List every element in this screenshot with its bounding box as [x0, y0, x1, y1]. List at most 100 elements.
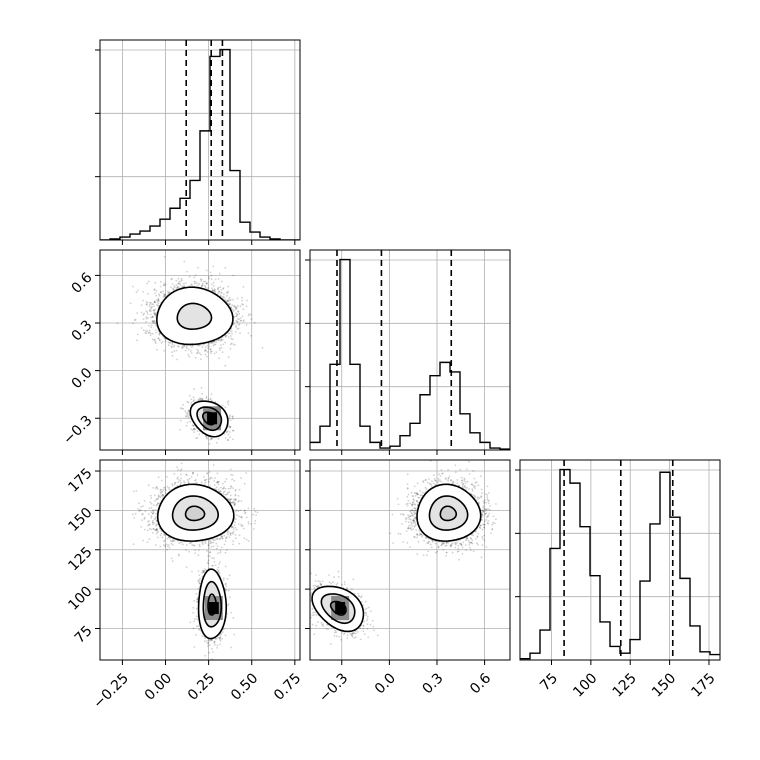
- scatter-point: [238, 499, 240, 502]
- scatter-point: [208, 480, 211, 483]
- scatter-point: [485, 501, 488, 504]
- scatter-point: [195, 437, 198, 440]
- scatter-point: [364, 600, 367, 603]
- scatter-point: [484, 508, 486, 511]
- scatter-panel-0-2: [95, 459, 301, 665]
- scatter-point: [160, 479, 163, 482]
- scatter-point: [241, 299, 243, 302]
- scatter-point: [485, 518, 488, 521]
- scatter-point: [428, 478, 430, 480]
- scatter-point: [470, 483, 473, 486]
- scatter-point: [225, 291, 228, 294]
- scatter-point: [431, 540, 434, 543]
- scatter-point: [186, 478, 189, 481]
- scatter-point: [411, 514, 414, 516]
- scatter-point: [337, 570, 340, 573]
- xtick-label-p2: 75: [537, 670, 561, 694]
- scatter-point: [140, 509, 142, 512]
- scatter-point: [330, 582, 333, 585]
- scatter-point: [217, 278, 220, 280]
- scatter-point: [153, 300, 156, 303]
- scatter-point: [157, 494, 160, 496]
- scatter-point: [213, 640, 216, 643]
- scatter-point: [415, 523, 417, 526]
- scatter-point: [406, 495, 409, 498]
- scatter-point: [232, 322, 235, 325]
- scatter-point: [301, 585, 303, 587]
- scatter-point: [341, 583, 343, 586]
- scatter-point: [217, 569, 220, 572]
- scatter-point: [210, 393, 213, 395]
- scatter-point: [159, 496, 162, 499]
- scatter-point: [154, 322, 157, 325]
- scatter-point: [197, 344, 200, 347]
- scatter-point: [217, 292, 220, 295]
- scatter-point: [234, 502, 237, 505]
- scatter-point: [475, 481, 478, 484]
- scatter-point: [457, 544, 460, 547]
- scatter-point: [427, 541, 430, 543]
- scatter-point: [229, 494, 232, 497]
- scatter-point: [420, 533, 422, 536]
- scatter-point: [170, 345, 173, 348]
- scatter-point: [156, 348, 158, 351]
- scatter-point: [416, 533, 419, 536]
- scatter-point: [462, 482, 465, 485]
- scatter-point: [445, 555, 447, 557]
- scatter-point: [222, 288, 225, 290]
- scatter-point: [206, 351, 209, 353]
- scatter-point: [410, 528, 413, 531]
- scatter-point: [409, 527, 412, 530]
- scatter-point: [450, 479, 453, 482]
- scatter-point: [454, 456, 456, 458]
- scatter-point: [227, 400, 230, 402]
- scatter-point: [223, 543, 226, 546]
- scatter-point: [192, 424, 195, 427]
- scatter-point: [150, 324, 153, 327]
- scatter-point: [218, 347, 221, 350]
- scatter-point: [203, 280, 205, 283]
- scatter-point: [208, 478, 211, 480]
- scatter-point: [181, 347, 183, 349]
- scatter-point: [468, 473, 471, 475]
- density-contour: [197, 568, 228, 640]
- scatter-point: [167, 344, 170, 347]
- scatter-point: [148, 527, 151, 530]
- scatter-point: [351, 634, 353, 637]
- scatter-point: [148, 305, 151, 308]
- scatter-point: [146, 282, 149, 285]
- scatter-point: [463, 480, 466, 483]
- scatter-point: [172, 288, 175, 291]
- scatter-point: [196, 352, 199, 355]
- scatter-point: [460, 543, 463, 546]
- scatter-point: [225, 334, 228, 337]
- scatter-point: [155, 528, 158, 531]
- scatter-point: [204, 654, 207, 657]
- scatter-point: [157, 297, 160, 300]
- scatter-point: [320, 583, 323, 586]
- scatter-point: [213, 290, 216, 293]
- scatter-point: [145, 317, 148, 320]
- scatter-point: [213, 480, 216, 482]
- scatter-point: [150, 516, 153, 519]
- scatter-point: [151, 338, 154, 341]
- scatter-point: [218, 638, 221, 641]
- scatter-point: [452, 481, 455, 484]
- scatter-point: [422, 554, 425, 556]
- scatter-point: [154, 338, 157, 341]
- scatter-point: [217, 488, 220, 491]
- scatter-point: [205, 397, 208, 400]
- scatter-point: [432, 539, 434, 542]
- scatter-point: [195, 481, 198, 484]
- scatter-panel-0-1: [95, 249, 301, 455]
- scatter-point: [314, 611, 316, 614]
- scatter-point: [163, 540, 165, 543]
- scatter-point: [156, 503, 158, 506]
- density-contour: [439, 505, 458, 522]
- scatter-point: [235, 312, 237, 315]
- scatter-point: [234, 537, 237, 540]
- scatter-point: [447, 541, 450, 544]
- scatter-point: [219, 636, 222, 639]
- scatter-point: [411, 495, 414, 497]
- scatter-point: [176, 286, 179, 289]
